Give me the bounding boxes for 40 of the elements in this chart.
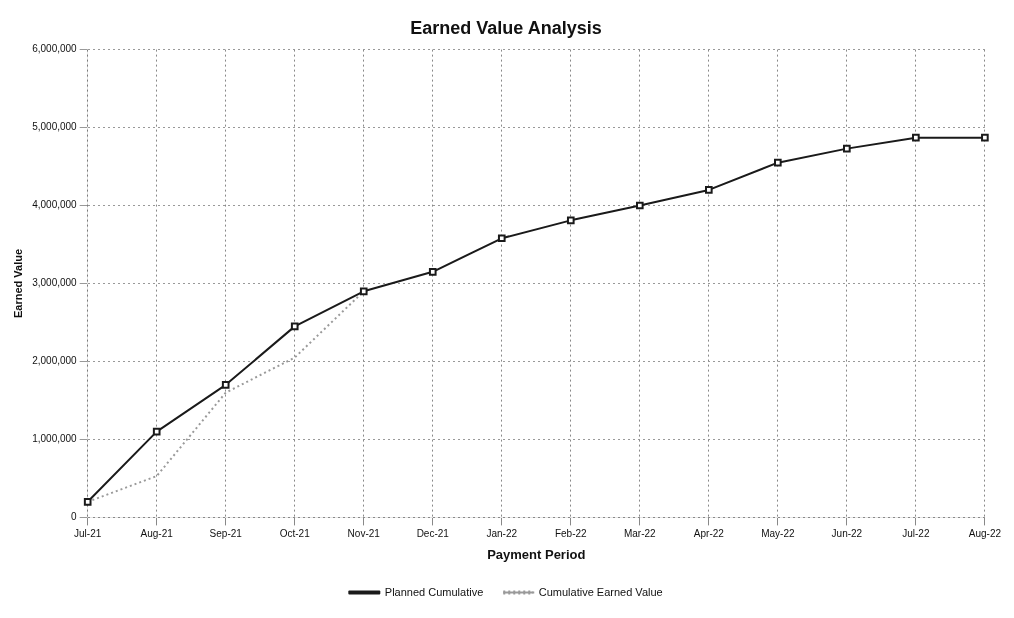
- y-tick-label: 0: [71, 511, 78, 523]
- x-tick-label: Aug-22: [968, 528, 1002, 540]
- point: [981, 133, 989, 142]
- x-tick-label: Aug-21: [140, 528, 174, 540]
- y-tick-label: 3,000,000: [32, 277, 78, 289]
- x-tick-label: Jun-22: [831, 528, 863, 540]
- point: [774, 158, 782, 167]
- x-tick-label: Jul-22: [902, 528, 930, 540]
- x-tick-label: Jul-21: [74, 528, 102, 540]
- point: [152, 427, 161, 436]
- y-tick-label: 5,000,000: [32, 121, 78, 133]
- point: [843, 144, 851, 153]
- y-tick-label: 6,000,000: [32, 43, 78, 55]
- point: [912, 133, 920, 142]
- point: [359, 287, 368, 296]
- x-tick-label: Feb-22: [554, 528, 588, 540]
- x-tick-label: Oct-21: [279, 528, 311, 540]
- legend-label: Planned Cumulative: [384, 585, 484, 598]
- x-tick-label: Mar-22: [623, 528, 657, 540]
- point: [83, 497, 92, 506]
- y-tick-label: 4,000,000: [32, 199, 78, 211]
- x-tick-label: Nov-21: [347, 528, 381, 540]
- x-tick-label: Sep-21: [209, 528, 243, 540]
- x-tick-label: Apr-22: [693, 528, 725, 540]
- legend-label: Cumulative Earned Value: [538, 585, 663, 598]
- point: [497, 234, 506, 243]
- y-axis-title: Earned Value: [11, 248, 24, 319]
- point: [428, 267, 437, 276]
- x-axis-title: Payment Period: [487, 546, 586, 562]
- point: [221, 381, 230, 389]
- chart-title: Earned Value Analysis: [410, 17, 602, 38]
- point: [635, 201, 644, 210]
- x-tick-label: Dec-21: [416, 528, 450, 540]
- x-tick-label: May-22: [761, 528, 795, 540]
- point: [290, 322, 299, 331]
- point: [704, 186, 713, 194]
- y-tick-label: 2,000,000: [32, 355, 78, 367]
- x-tick-label: Jan-22: [486, 528, 518, 540]
- y-tick-label: 1,000,000: [32, 433, 78, 445]
- point: [566, 216, 575, 225]
